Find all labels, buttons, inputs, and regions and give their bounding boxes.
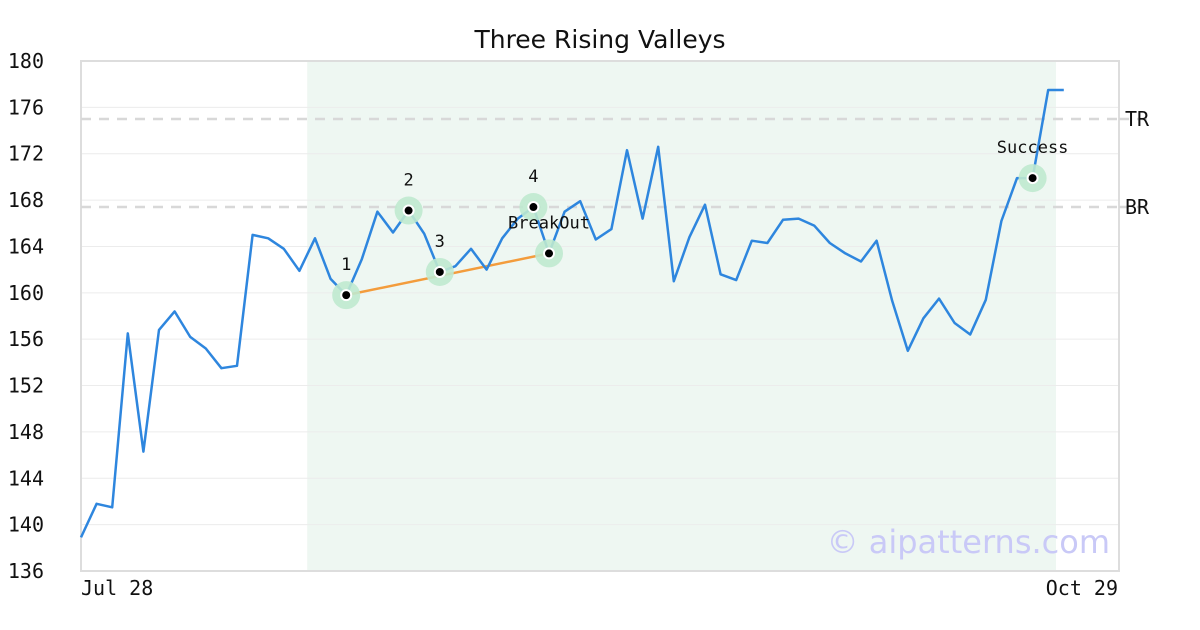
plot-frame bbox=[80, 60, 1120, 572]
level-label: BR bbox=[1125, 195, 1150, 219]
marker-point bbox=[543, 247, 555, 260]
watermark: © aipatterns.com bbox=[827, 523, 1110, 561]
y-tick-label: 140 bbox=[8, 513, 44, 537]
marker-label: 1 bbox=[341, 255, 351, 275]
y-tick-label: 172 bbox=[8, 142, 44, 166]
level-label: TR bbox=[1125, 107, 1150, 131]
marker-label: 4 bbox=[528, 167, 538, 187]
marker-point bbox=[1026, 172, 1039, 185]
y-tick-label: 160 bbox=[8, 281, 44, 305]
level-lines: TR BR bbox=[81, 107, 1150, 219]
pattern-markers: 1 2 3 4 BreakOut Success bbox=[332, 138, 1069, 310]
y-tick-label: 168 bbox=[8, 188, 44, 212]
x-tick-start: Jul 28 bbox=[81, 576, 153, 600]
marker-point bbox=[433, 265, 446, 278]
y-tick-label: 144 bbox=[8, 466, 44, 490]
chart-title: Three Rising Valleys bbox=[473, 25, 725, 54]
y-tick-label: 180 bbox=[8, 49, 44, 73]
y-tick-label: 136 bbox=[8, 559, 44, 583]
marker-label: BreakOut bbox=[508, 213, 590, 233]
pattern-region bbox=[307, 61, 1056, 571]
marker-label: Success bbox=[997, 138, 1069, 158]
x-tick-end: Oct 29 bbox=[1046, 576, 1118, 600]
y-tick-label: 156 bbox=[8, 327, 44, 351]
y-tick-label: 164 bbox=[8, 234, 44, 258]
marker-point bbox=[402, 204, 415, 217]
y-axis-ticks: 180 176 172 168 164 160 156 152 148 144 140 136 bbox=[8, 49, 44, 583]
marker-point bbox=[340, 289, 353, 302]
marker-point bbox=[527, 201, 540, 214]
y-tick-label: 148 bbox=[8, 420, 44, 444]
marker-label: 3 bbox=[435, 232, 445, 252]
y-tick-label: 176 bbox=[8, 95, 44, 119]
y-tick-label: 152 bbox=[8, 374, 44, 398]
price-series-line bbox=[79, 88, 1064, 538]
marker-label: 2 bbox=[403, 171, 413, 191]
